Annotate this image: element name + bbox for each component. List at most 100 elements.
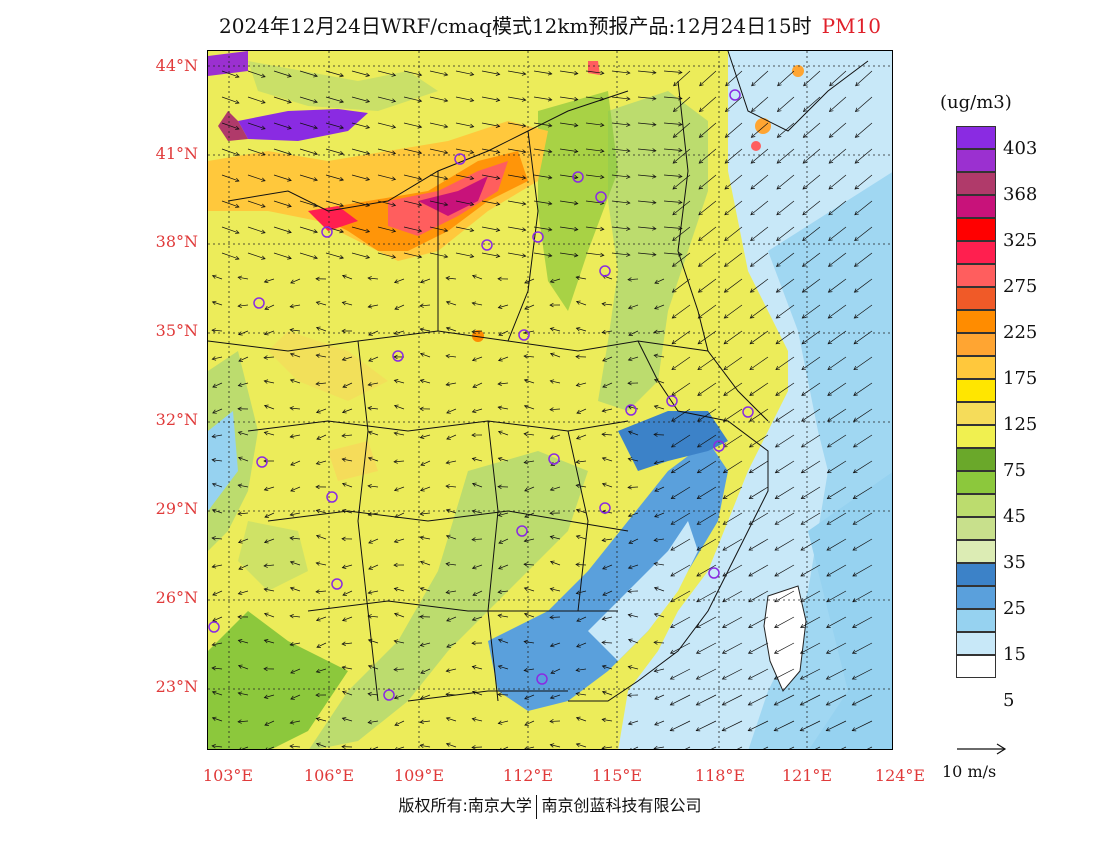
- wind-arrow-head: [263, 404, 269, 409]
- wind-arrow: [524, 587, 535, 592]
- wind-arrow-head: [601, 329, 607, 335]
- wind-arrow-head: [234, 73, 240, 79]
- wind-arrow-head: [826, 546, 832, 551]
- wind-arrow-head: [419, 487, 425, 492]
- city-marker: [548, 453, 560, 465]
- map-canvas: [208, 51, 892, 749]
- wind-arrow: [212, 590, 223, 596]
- wind-arrow-head: [469, 175, 475, 181]
- wind-arrow-head: [393, 279, 399, 284]
- wind-arrow: [368, 277, 379, 280]
- wind-arrow: [342, 666, 353, 670]
- wind-arrow: [264, 356, 275, 359]
- wind-arrow: [611, 96, 630, 100]
- wind-arrow: [722, 590, 743, 603]
- wind-arrow: [559, 174, 578, 178]
- wind-arrow: [802, 174, 821, 190]
- wind-arrow: [221, 70, 240, 78]
- wind-arrow: [602, 408, 613, 412]
- wind-arrow: [420, 744, 431, 748]
- wind-arrow: [654, 538, 665, 541]
- wind-arrow-head: [673, 81, 678, 87]
- wind-arrow: [602, 356, 613, 362]
- city-marker: [253, 297, 265, 309]
- wind-arrow: [377, 70, 396, 76]
- wind-arrow-head: [445, 561, 450, 567]
- wind-arrow-head: [315, 326, 321, 331]
- wind-arrow-head: [748, 494, 754, 499]
- colorbar-swatch: [956, 310, 996, 333]
- wind-arrow-head: [521, 149, 527, 154]
- wind-arrow: [853, 382, 873, 396]
- wind-arrow-head: [261, 73, 266, 78]
- wind-arrow: [533, 200, 552, 205]
- wind-arrow: [585, 226, 604, 230]
- wind-arrow-head: [234, 125, 240, 131]
- wind-arrow: [420, 668, 431, 674]
- wind-arrow: [550, 744, 561, 748]
- wind-arrow-head: [652, 226, 657, 231]
- wind-arrow: [654, 512, 665, 518]
- wind-arrow: [663, 96, 682, 99]
- wind-arrow-head: [601, 717, 607, 723]
- wind-arrow: [524, 538, 535, 542]
- wind-arrow: [316, 562, 327, 566]
- wind-arrow: [316, 408, 327, 413]
- wind-arrow: [749, 460, 769, 474]
- wind-arrow: [212, 537, 223, 540]
- wind-arrow-head: [747, 727, 753, 732]
- wind-arrow: [699, 70, 717, 86]
- wind-arrow: [472, 510, 483, 514]
- wind-arrow-head: [721, 727, 727, 732]
- wind-arrow-head: [315, 409, 321, 414]
- wind-arrow-head: [751, 81, 756, 87]
- wind-arrow-head: [853, 365, 858, 371]
- wind-arrow-head: [697, 391, 702, 396]
- wind-arrow: [628, 666, 639, 670]
- wind-arrow: [429, 70, 448, 76]
- wind-arrow: [637, 226, 656, 230]
- wind-arrow-head: [828, 210, 833, 216]
- wind-arrow: [238, 538, 249, 543]
- wind-arrow: [212, 408, 223, 414]
- wind-arrow: [855, 96, 873, 112]
- wind-arrow-head: [721, 675, 727, 680]
- lon-label-112: 112°E: [502, 766, 554, 785]
- wind-arrow-head: [367, 719, 373, 725]
- colorbar-swatch: [956, 402, 996, 425]
- wind-arrow: [455, 252, 474, 258]
- colorbar: [956, 126, 996, 678]
- wind-arrow-head: [695, 701, 701, 706]
- wind-arrow: [853, 434, 873, 448]
- copyright-separator: [535, 794, 538, 819]
- wind-arrow-head: [697, 365, 702, 371]
- wind-arrow-head: [721, 649, 727, 654]
- wind-arrow: [750, 226, 769, 241]
- wind-arrow-head: [471, 408, 477, 414]
- wind-arrow: [368, 639, 379, 644]
- wind-arrow: [723, 382, 743, 396]
- wind-arrow: [325, 96, 344, 103]
- wind-arrow-head: [263, 431, 269, 436]
- wind-arrow: [471, 746, 483, 748]
- wind-arrow-head: [365, 228, 371, 234]
- wind-arrow: [472, 330, 483, 333]
- wind-arrow-head: [627, 485, 632, 490]
- wind-arrow: [498, 665, 509, 670]
- wind-arrow-head: [419, 279, 425, 284]
- wind-arrow-head: [521, 175, 527, 180]
- wind-arrow-head: [289, 642, 295, 647]
- wind-arrow-head: [776, 236, 781, 242]
- wind-arrow-head: [212, 591, 217, 596]
- wind-arrow-head: [802, 185, 808, 190]
- wind-arrow-head: [800, 494, 806, 499]
- wind-arrow-head: [523, 378, 529, 384]
- wind-arrow: [238, 431, 249, 436]
- wind-arrow-head: [524, 721, 529, 726]
- lon-label-115: 115°E: [591, 766, 643, 785]
- wind-arrow-head: [775, 417, 780, 422]
- wind-arrow: [290, 642, 301, 646]
- wind-arrow: [852, 512, 873, 525]
- wind-arrow: [559, 200, 578, 204]
- wind-arrow: [611, 70, 630, 74]
